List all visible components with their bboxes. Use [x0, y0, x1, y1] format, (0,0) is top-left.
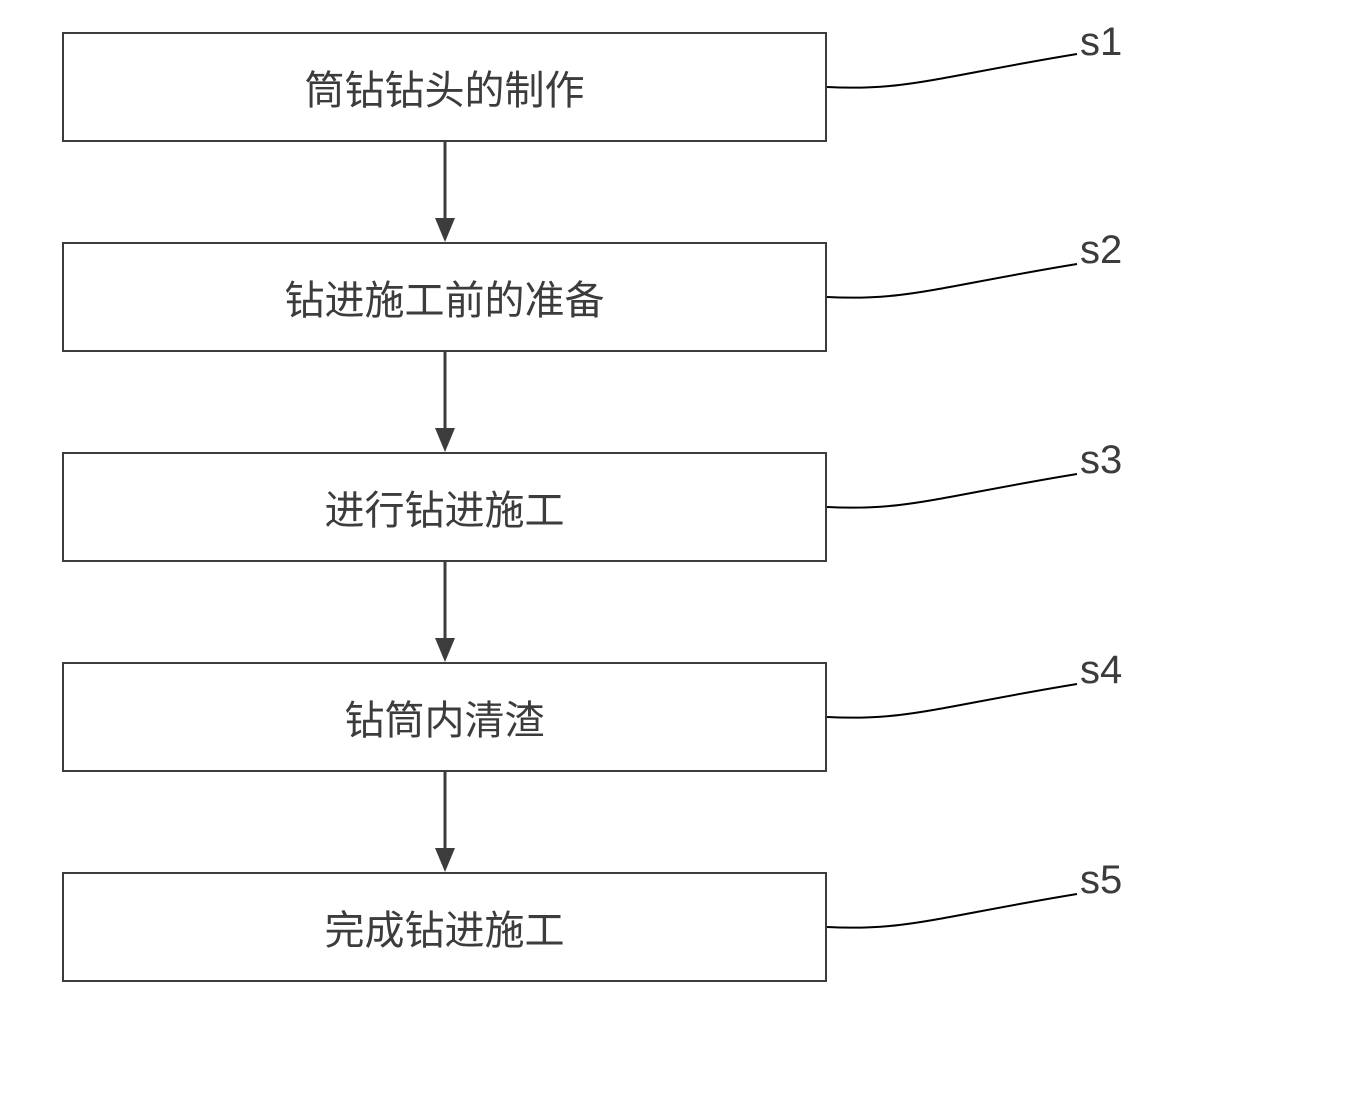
leader-line	[827, 32, 1087, 112]
step-label-s5: s5	[1080, 858, 1122, 903]
step-label-s3: s3	[1080, 438, 1122, 483]
flow-step-s4: 钻筒内清渣	[62, 662, 827, 772]
flow-step-text: 钻筒内清渣	[345, 688, 545, 746]
flow-step-s5: 完成钻进施工	[62, 872, 827, 982]
flow-arrow	[425, 562, 465, 662]
leader-line	[827, 242, 1087, 322]
flow-step-text: 进行钻进施工	[325, 478, 565, 536]
step-label-s2: s2	[1080, 228, 1122, 273]
flow-step-text: 筒钻钻头的制作	[305, 58, 585, 116]
flow-step-s1: 筒钻钻头的制作	[62, 32, 827, 142]
leader-line	[827, 872, 1087, 952]
flow-arrow	[425, 352, 465, 452]
flowchart-canvas: 筒钻钻头的制作 s1 钻进施工前的准备 s2 进行钻进施工 s3 钻筒内清渣 s4 完成钻进施工…	[0, 0, 1352, 1096]
step-label-s4: s4	[1080, 648, 1122, 693]
leader-line	[827, 662, 1087, 742]
flow-arrow	[425, 772, 465, 872]
flow-arrow	[425, 142, 465, 242]
leader-line	[827, 452, 1087, 532]
flow-step-text: 完成钻进施工	[325, 898, 565, 956]
flow-step-text: 钻进施工前的准备	[285, 268, 605, 326]
flow-step-s2: 钻进施工前的准备	[62, 242, 827, 352]
flow-step-s3: 进行钻进施工	[62, 452, 827, 562]
step-label-s1: s1	[1080, 20, 1122, 65]
